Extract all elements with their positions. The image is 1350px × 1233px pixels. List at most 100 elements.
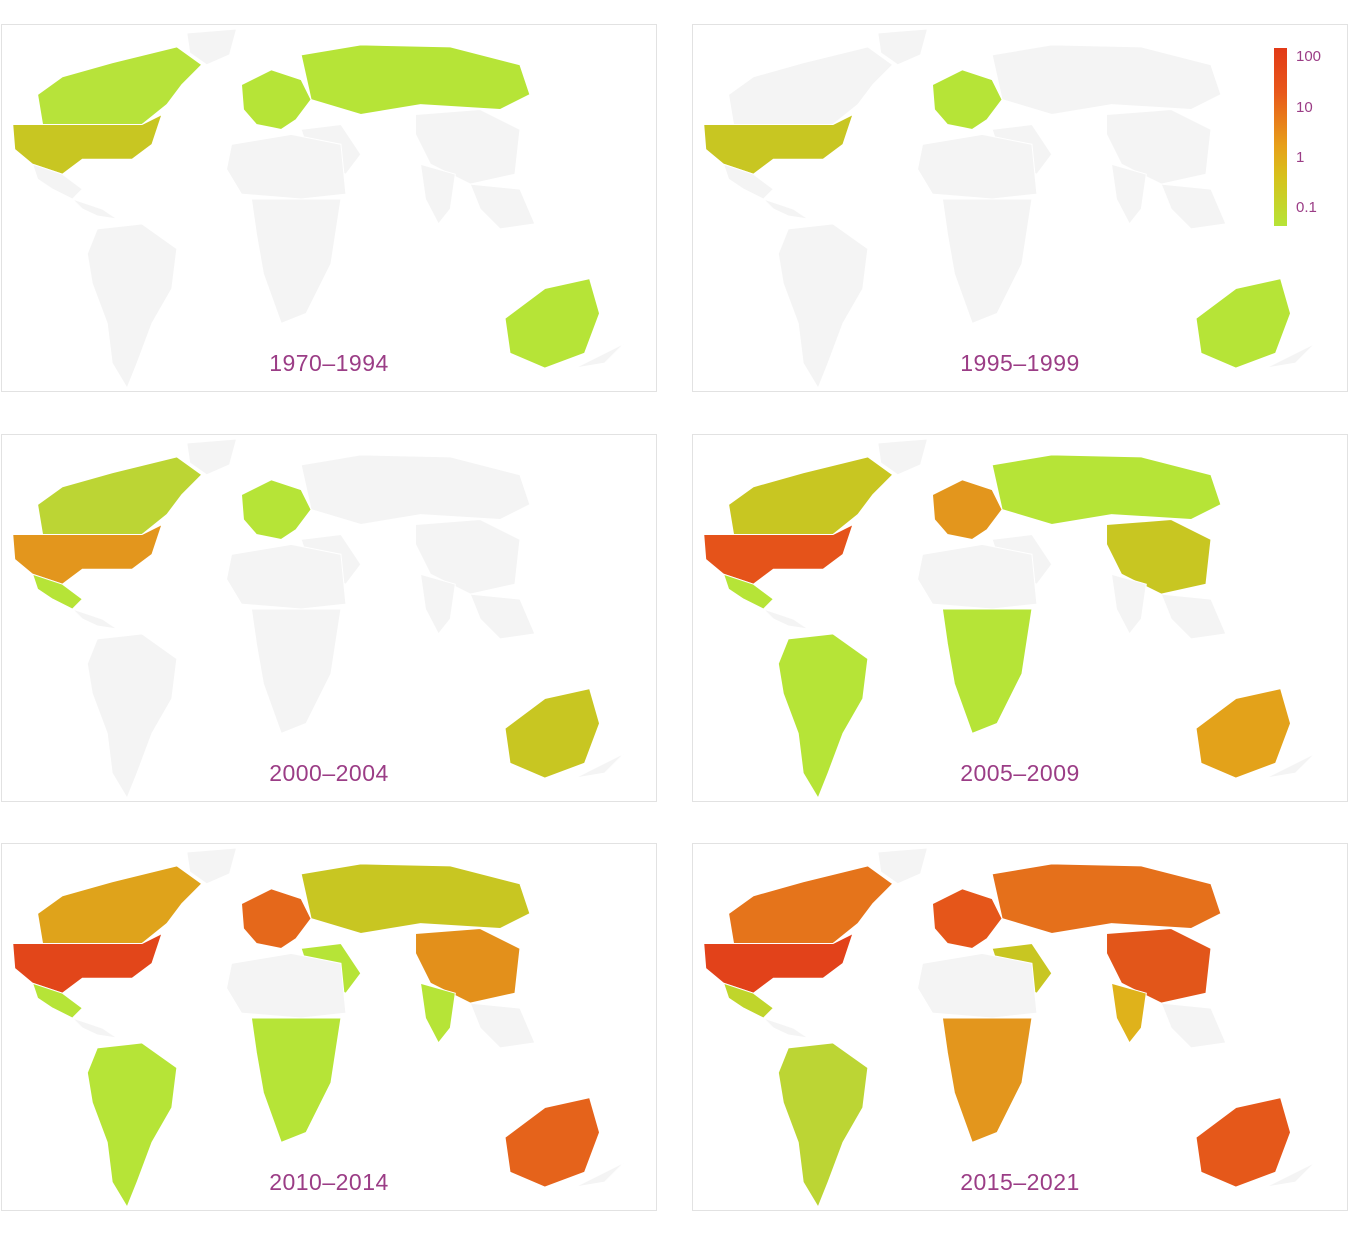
region-na-north bbox=[37, 46, 203, 125]
region-india bbox=[419, 573, 456, 635]
map-panel-1: 1970–1994 bbox=[1, 24, 657, 392]
region-africa-south bbox=[941, 1017, 1033, 1144]
region-africa-south bbox=[250, 608, 342, 735]
region-china bbox=[415, 519, 521, 595]
region-china bbox=[415, 109, 521, 185]
region-africa-north bbox=[917, 133, 1038, 200]
region-nz bbox=[574, 1161, 625, 1188]
region-south-america bbox=[86, 223, 178, 390]
region-europe bbox=[931, 888, 1003, 949]
region-china bbox=[1106, 109, 1212, 185]
region-australia bbox=[504, 278, 601, 369]
region-russia bbox=[991, 454, 1222, 526]
region-se-asia bbox=[1160, 1002, 1227, 1049]
region-australia bbox=[1195, 1097, 1292, 1188]
region-australia bbox=[504, 688, 601, 779]
world-map-3 bbox=[12, 438, 625, 800]
period-label-1: 1970–1994 bbox=[269, 350, 389, 376]
color-scale-legend: 100 10 1 0.1 bbox=[1274, 48, 1344, 228]
region-africa-south bbox=[941, 608, 1033, 735]
region-central bbox=[72, 1017, 118, 1039]
region-nz bbox=[1265, 1161, 1316, 1188]
world-map-6 bbox=[703, 847, 1316, 1209]
map-panel-2: 1995–1999 bbox=[692, 24, 1348, 392]
region-africa-south bbox=[250, 1017, 342, 1144]
region-nz bbox=[1265, 752, 1316, 779]
period-label-5: 2010–2014 bbox=[269, 1169, 389, 1195]
region-south-america bbox=[777, 633, 869, 800]
period-label-6: 2015–2021 bbox=[960, 1169, 1080, 1195]
period-label-4: 2005–2009 bbox=[960, 760, 1080, 786]
region-india bbox=[1110, 982, 1147, 1044]
region-europe bbox=[240, 479, 312, 540]
region-australia bbox=[1195, 278, 1292, 369]
region-australia bbox=[504, 1097, 601, 1188]
map-panel-4: 2005–2009 bbox=[692, 434, 1348, 802]
region-se-asia bbox=[469, 593, 536, 640]
region-greenland bbox=[877, 28, 929, 66]
region-europe bbox=[931, 479, 1003, 540]
region-africa-south bbox=[941, 198, 1033, 325]
legend-tick-1: 1 bbox=[1296, 149, 1305, 166]
region-china bbox=[415, 928, 521, 1004]
legend-tick-10: 10 bbox=[1296, 99, 1313, 116]
region-india bbox=[419, 982, 456, 1044]
map-panel-3: 2000–2004 bbox=[1, 434, 657, 802]
region-greenland bbox=[186, 28, 238, 66]
region-africa-north bbox=[226, 543, 347, 610]
legend-tick-0-1: 0.1 bbox=[1296, 199, 1317, 216]
region-central bbox=[763, 198, 809, 220]
region-africa-south bbox=[250, 198, 342, 325]
region-europe bbox=[931, 69, 1003, 130]
region-usa bbox=[703, 523, 854, 585]
color-scale-bar bbox=[1274, 48, 1287, 226]
map-panel-5: 2010–2014 bbox=[1, 843, 657, 1211]
region-greenland bbox=[877, 438, 929, 476]
region-usa bbox=[12, 113, 163, 175]
world-map-1 bbox=[12, 28, 625, 390]
region-usa bbox=[12, 523, 163, 585]
region-nz bbox=[1265, 342, 1316, 369]
region-india bbox=[1110, 573, 1147, 635]
region-greenland bbox=[186, 438, 238, 476]
region-europe bbox=[240, 888, 312, 949]
region-se-asia bbox=[469, 183, 536, 230]
region-na-north bbox=[37, 456, 203, 535]
region-nz bbox=[574, 342, 625, 369]
region-usa bbox=[703, 113, 854, 175]
region-russia bbox=[991, 44, 1222, 116]
region-africa-north bbox=[226, 952, 347, 1019]
region-india bbox=[1110, 163, 1147, 225]
region-central bbox=[72, 608, 118, 630]
region-central bbox=[72, 198, 118, 220]
region-se-asia bbox=[469, 1002, 536, 1049]
region-na-north bbox=[37, 865, 203, 944]
region-china bbox=[1106, 928, 1212, 1004]
region-central bbox=[763, 1017, 809, 1039]
region-africa-north bbox=[917, 543, 1038, 610]
region-nz bbox=[574, 752, 625, 779]
region-na-north bbox=[728, 456, 894, 535]
region-africa-north bbox=[917, 952, 1038, 1019]
region-india bbox=[419, 163, 456, 225]
region-russia bbox=[991, 863, 1222, 935]
region-russia bbox=[300, 44, 531, 116]
region-se-asia bbox=[1160, 183, 1227, 230]
region-usa bbox=[12, 932, 163, 994]
region-south-america bbox=[86, 1042, 178, 1209]
world-map-4 bbox=[703, 438, 1316, 800]
region-south-america bbox=[777, 223, 869, 390]
region-greenland bbox=[186, 847, 238, 885]
period-label-3: 2000–2004 bbox=[269, 760, 389, 786]
world-map-5 bbox=[12, 847, 625, 1209]
map-panel-6: 2015–2021 bbox=[692, 843, 1348, 1211]
region-south-america bbox=[777, 1042, 869, 1209]
region-africa-north bbox=[226, 133, 347, 200]
world-map-2 bbox=[703, 28, 1316, 390]
legend-tick-100: 100 bbox=[1296, 48, 1322, 65]
region-greenland bbox=[877, 847, 929, 885]
region-central bbox=[763, 608, 809, 630]
region-australia bbox=[1195, 688, 1292, 779]
region-se-asia bbox=[1160, 593, 1227, 640]
region-na-north bbox=[728, 865, 894, 944]
